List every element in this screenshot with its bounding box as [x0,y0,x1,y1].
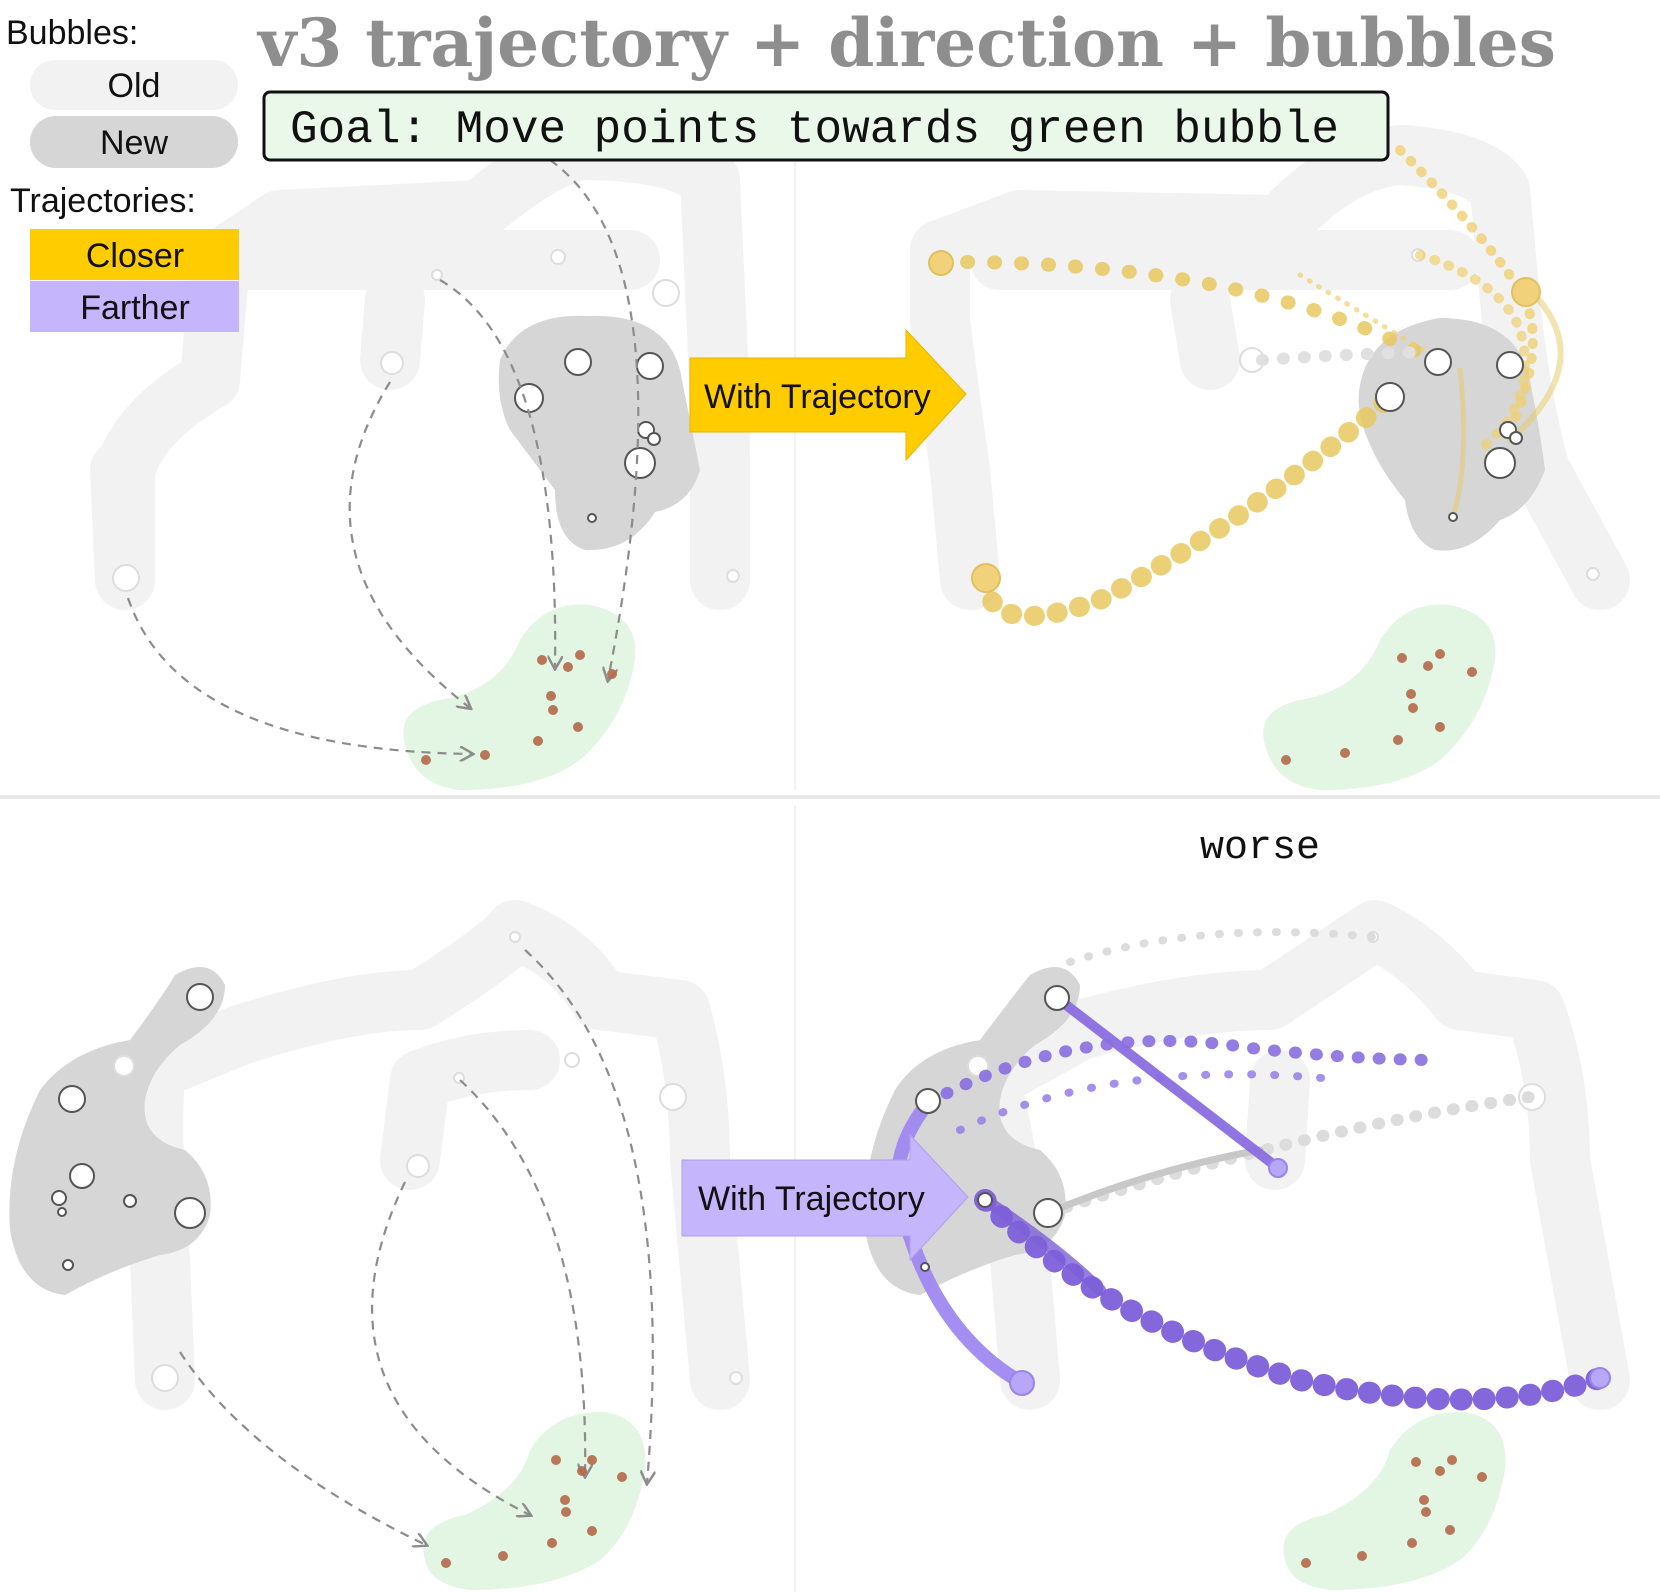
panel-bottom-left [9,900,750,1590]
legend-farther-label: Farther [80,289,190,327]
legend-old-label: Old [108,67,161,105]
new-points [514,348,664,523]
with-trajectory-arrow-bottom: With Trajectory [681,1133,969,1262]
legend-closer-label: Closer [86,237,184,275]
goal-text: Goal: Move points towards green bubble [290,104,1339,156]
old-points [112,249,740,592]
goal-bubble [403,604,636,790]
goal-dots [421,650,617,765]
legend-trajectories-heading: Trajectories: [10,182,196,220]
goal-box [262,90,1390,162]
goal-dots [1281,649,1477,765]
goal-bubble [423,1411,646,1590]
legend-bubbles-heading: Bubbles: [6,14,138,52]
with-trajectory-arrow-top: With Trajectory [689,328,967,462]
legend-farther-swatch [30,281,239,332]
old-points [113,931,743,1392]
arrow-label-top: With Trajectory [704,378,931,416]
legend-old-swatch [30,60,238,110]
old-points [967,931,1546,1111]
arrow-label-bottom: With Trajectory [698,1180,925,1218]
arrow-shape-farther [681,1133,969,1262]
figure-title: v3 trajectory + direction + bubbles [256,4,1556,82]
new-bubble [1358,318,1545,551]
farther-endpoints [1009,1158,1611,1396]
closer-endpoints [928,250,1541,593]
goal-dots [441,1455,627,1568]
arrow-shape-closer [689,328,967,462]
old-bubble-network [960,900,1630,1410]
worse-note: worse [1200,826,1320,871]
dashed-trajectories [179,949,653,1545]
goal-bubble [1263,604,1496,790]
goal-dots [1301,1455,1487,1568]
new-bubble [9,967,225,1295]
new-points [51,983,214,1271]
goal-bubble [1283,1411,1506,1590]
old-bubble-network [123,900,750,1410]
legend-new-swatch [30,116,238,168]
legend-new-label: New [100,124,168,162]
legend: Bubbles: Old New Trajectories: Closer Fa… [6,14,239,332]
panel-top-right [910,125,1630,790]
panel-bottom-right: worse [864,826,1630,1590]
gray-trail [1256,346,1426,366]
new-bubble [498,315,700,551]
legend-closer-swatch [30,229,239,280]
dashed-trajectories [126,159,640,754]
new-points [1375,348,1524,522]
new-points [915,985,1070,1272]
